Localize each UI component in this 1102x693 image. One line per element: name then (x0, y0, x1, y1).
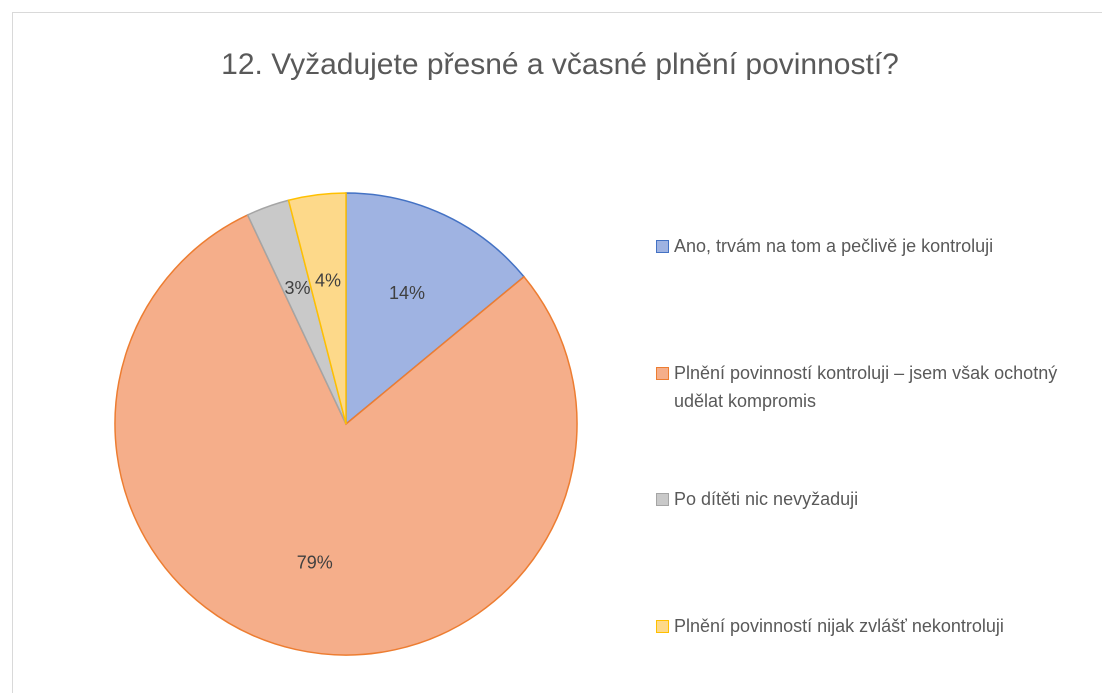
legend-swatch (656, 367, 669, 380)
data-label: 3% (284, 278, 310, 298)
pie-slice (287, 192, 347, 425)
legend-label: Plnění povinností kontroluji – jsem však… (674, 363, 1058, 411)
legend-label: Ano, trvám na tom a pečlivě je kontroluj… (674, 236, 994, 256)
data-label: 79% (297, 553, 333, 573)
legend-item: Plnění povinností kontroluji – jsem však… (656, 359, 1096, 415)
legend-swatch (656, 240, 669, 253)
data-label: 4% (315, 271, 341, 291)
legend-item: Po dítěti nic nevyžaduji (656, 485, 1096, 513)
legend-label: Po dítěti nic nevyžaduji (674, 489, 859, 509)
legend-swatch (656, 493, 669, 506)
legend-item: Plnění povinností nijak zvlášť nekontrol… (656, 612, 1096, 640)
data-label: 14% (389, 283, 425, 303)
legend-swatch (656, 620, 669, 633)
chart-frame (12, 12, 1102, 693)
pie-slice (114, 213, 578, 656)
pie-slice (345, 192, 526, 426)
legend-item: Ano, trvám na tom a pečlivě je kontroluj… (656, 232, 1096, 260)
chart-title: 12. Vyžadujete přesné a včasné plnění po… (221, 48, 899, 81)
legend-label: Plnění povinností nijak zvlášť nekontrol… (674, 616, 1004, 636)
